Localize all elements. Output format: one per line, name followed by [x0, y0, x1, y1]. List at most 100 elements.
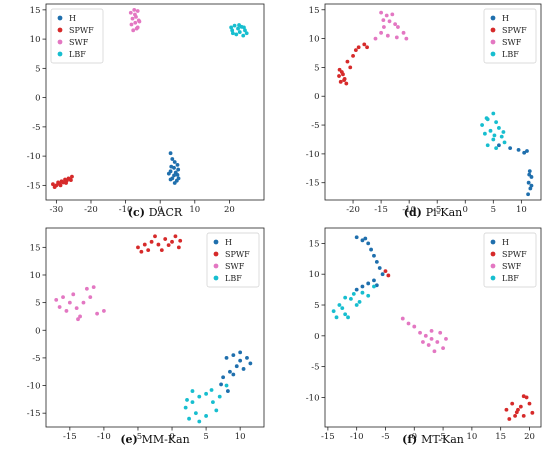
point-swf: [384, 13, 389, 18]
point-spwf: [518, 404, 523, 409]
y-tick-label: 15: [309, 6, 320, 16]
y-tick-label: -5: [311, 363, 319, 373]
point-spwf: [52, 185, 57, 190]
point-swf: [91, 285, 96, 290]
x-tick-label: 20: [524, 432, 535, 442]
point-h: [354, 287, 359, 292]
point-spwf: [58, 183, 63, 188]
series-lbf: [480, 111, 507, 151]
legend-label-swf: SWF: [69, 38, 89, 47]
x-tick-label: 10: [235, 432, 246, 442]
point-lbf: [243, 28, 247, 33]
caption-pi-kan: (d) Pi-Kan: [404, 206, 462, 219]
panel-dacr: -30 -20 -10 0 10 20 -15 -10 -5 0 5 10 15 H SPWF SWF LBF (…: [27, 3, 265, 219]
x-tick-label: 10: [189, 205, 200, 215]
point-spwf: [337, 67, 342, 72]
point-swf: [387, 19, 392, 24]
point-lbf: [488, 128, 493, 133]
y-tick-label: 15: [309, 239, 320, 249]
point-lbf: [372, 284, 376, 289]
point-spwf: [341, 72, 345, 77]
point-lbf: [197, 419, 202, 424]
plot-frame-mt-kan: [324, 227, 542, 428]
x-tick-label: -20: [84, 205, 98, 215]
point-lbf: [351, 292, 356, 296]
legend-box: [206, 232, 260, 288]
x-tick-label: 5: [203, 432, 208, 442]
legend-label-lbf: LBF: [502, 274, 519, 283]
point-h: [231, 372, 236, 377]
point-swf: [412, 324, 417, 329]
point-lbf: [346, 315, 350, 320]
point-spwf: [365, 45, 369, 50]
point-spwf: [170, 239, 174, 244]
point-lbf: [494, 146, 499, 151]
caption-letter: (c): [128, 206, 149, 219]
legend-marker-h: [490, 239, 496, 245]
point-lbf: [334, 315, 339, 320]
point-lbf: [224, 383, 229, 388]
point-h: [219, 382, 223, 387]
point-h: [372, 253, 376, 258]
point-h: [221, 375, 226, 380]
point-lbf: [484, 116, 489, 121]
point-swf: [423, 333, 428, 338]
point-swf: [390, 12, 395, 17]
point-lbf: [232, 23, 237, 28]
plot-frame-dacr: [45, 3, 265, 201]
point-lbf: [349, 296, 353, 301]
point-spwf: [70, 174, 74, 179]
point-h: [168, 151, 173, 156]
point-lbf: [241, 33, 246, 38]
caption-letter: (e): [120, 433, 141, 446]
point-swf: [382, 25, 386, 29]
y-tick-label: -15: [27, 409, 41, 419]
point-lbf: [230, 31, 235, 36]
legend: H SPWF SWF LBF: [483, 8, 537, 64]
caption-name: MM-Kan: [142, 433, 190, 446]
x-tick-label: 0: [157, 205, 162, 215]
point-swf: [394, 35, 399, 40]
point-lbf: [183, 405, 188, 410]
y-tick-label: 5: [314, 301, 319, 311]
point-h: [354, 235, 359, 240]
point-spwf: [146, 248, 151, 253]
series-swf: [128, 7, 142, 33]
point-swf: [135, 9, 140, 13]
point-spwf: [356, 45, 361, 50]
plot-frame-pi-kan: [324, 3, 542, 201]
point-h: [175, 172, 180, 177]
legend-marker-h: [490, 15, 496, 21]
y-tick-label: 10: [309, 270, 320, 280]
point-h: [172, 165, 176, 170]
y-tick-label: 10: [30, 271, 41, 281]
point-spwf: [521, 414, 526, 418]
y-tick-label: 0: [35, 94, 40, 104]
point-lbf: [190, 389, 195, 393]
point-lbf: [237, 30, 242, 34]
x-tick-label: 5: [491, 205, 496, 215]
point-swf: [441, 346, 445, 351]
point-h: [526, 192, 530, 197]
point-h: [172, 181, 177, 185]
point-swf: [88, 295, 93, 299]
point-spwf: [69, 178, 73, 183]
point-h: [238, 350, 243, 355]
x-tick-label: -15: [374, 205, 388, 215]
point-h: [508, 146, 513, 151]
point-h: [176, 176, 181, 181]
point-lbf: [242, 25, 246, 30]
point-spwf: [166, 243, 171, 248]
series-h: [354, 235, 385, 292]
legend-box: [483, 232, 537, 288]
point-lbf: [499, 134, 504, 139]
point-h: [528, 186, 533, 191]
legend-box: [50, 8, 104, 64]
point-h: [497, 143, 501, 148]
legend-label-lbf: LBF: [69, 50, 86, 59]
point-spwf: [156, 242, 161, 247]
y-tick-label: 0: [35, 326, 40, 336]
point-swf: [81, 300, 86, 305]
y-tick-label: -5: [32, 354, 40, 364]
y-tick-label: 10: [309, 35, 320, 45]
